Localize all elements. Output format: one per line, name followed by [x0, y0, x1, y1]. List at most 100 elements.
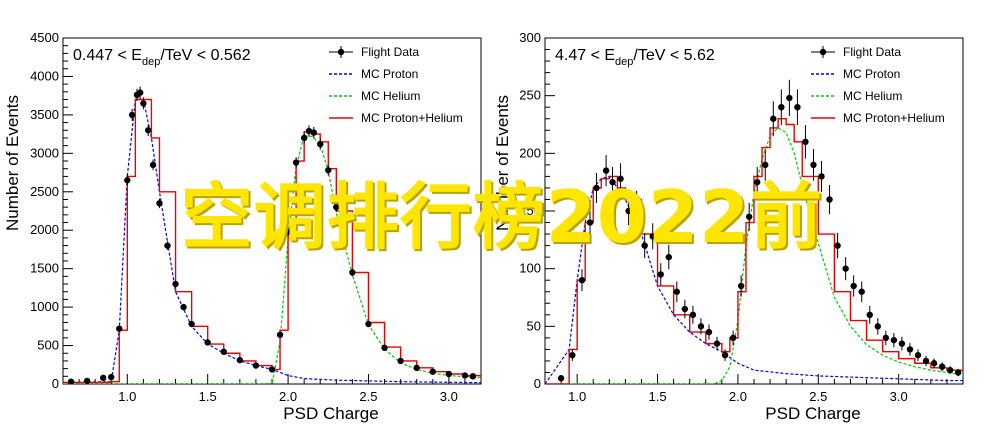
series-flight-data: [557, 79, 962, 382]
data-point: [172, 280, 179, 288]
series-mc-helium: [545, 127, 963, 384]
data-point: [754, 178, 761, 186]
data-point: [938, 363, 946, 370]
chart-title-part: /TeV < 0.562: [160, 47, 250, 64]
y-tick-label: 50: [527, 318, 541, 333]
x-tick-label: 1.5: [199, 389, 217, 404]
data-point: [310, 129, 317, 136]
plot-area: [63, 86, 481, 384]
chart-right: 1.0 1.5 2.0 2.5 3.0 0 50 100 150 200 250 300 PSD Cha…: [493, 30, 964, 423]
data-point: [681, 305, 689, 313]
y-tick-label: 2000: [30, 222, 59, 237]
data-point: [906, 346, 914, 353]
data-point: [284, 228, 292, 235]
data-point: [954, 369, 962, 376]
series-mc-proton: [545, 175, 963, 384]
chart-title-part: 4.47 < E: [555, 47, 615, 64]
data-point: [689, 311, 697, 318]
data-point: [381, 344, 388, 352]
y-tick-label: 250: [519, 88, 541, 103]
y-tick-label: 1000: [30, 299, 59, 314]
x-tick-label: 1.5: [648, 389, 666, 404]
data-point: [164, 242, 171, 249]
y-tick-label: 0: [52, 376, 59, 391]
legend-label: MC Helium: [361, 89, 420, 103]
series-flight-data: [67, 86, 477, 384]
data-point: [149, 161, 157, 169]
legend-entry-flight-data: Flight Data: [329, 45, 419, 59]
data-point: [858, 288, 865, 295]
data-point: [665, 253, 672, 261]
legend-entry-mc-proton: MC Proton: [329, 67, 418, 81]
y-tick-label: 3500: [30, 107, 59, 122]
x-axis-label: PSD Charge: [283, 404, 378, 423]
legend-entry-mc-helium: MC Helium: [811, 89, 902, 103]
legend-label: MC Proton: [843, 67, 900, 81]
data-point: [794, 104, 801, 111]
data-point: [128, 111, 136, 119]
data-point: [593, 184, 600, 192]
data-point: [826, 196, 833, 203]
y-tick-label: 200: [519, 145, 541, 160]
legend-label: MC Proton: [361, 67, 418, 81]
chart-left: 1.0 1.5 2.0 2.5 3.0 0 500 1000 1500 2000 2500 3000 3…: [3, 30, 482, 423]
chart-title: 4.47 < Edep/TeV < 5.62: [555, 47, 715, 68]
data-point: [204, 339, 211, 346]
legend-entry-mc-proton-helium: MC Proton+Helium: [811, 111, 945, 125]
data-point: [116, 325, 123, 332]
legend-label: MC Proton+Helium: [361, 111, 463, 125]
plot-area: [545, 79, 963, 384]
legend-entry-mc-proton: MC Proton: [811, 67, 900, 81]
legend-entry-mc-proton-helium: MC Proton+Helium: [329, 111, 463, 125]
data-point: [697, 323, 705, 330]
x-tick-label: 1.0: [118, 389, 136, 404]
data-point: [188, 320, 195, 328]
x-tick-label: 3.0: [890, 389, 908, 404]
data-point: [461, 372, 469, 379]
data-point: [762, 161, 769, 169]
y-axis-label: Number of Events: [493, 95, 512, 231]
y-axis-label: Number of Events: [3, 95, 22, 231]
data-point: [914, 351, 922, 359]
data-point: [586, 219, 594, 226]
series-mc-proton-helium: [545, 118, 963, 384]
data-point: [729, 334, 737, 342]
data-point: [778, 104, 785, 111]
chart-title-subscript: dep: [142, 56, 160, 68]
data-point: [770, 115, 777, 122]
data-point: [721, 351, 729, 359]
y-tick-label: 4500: [30, 30, 59, 45]
data-point: [557, 375, 565, 382]
legend-marker-dot: [337, 48, 345, 56]
legend-label: MC Proton+Helium: [843, 111, 945, 125]
data-point: [922, 357, 930, 365]
data-point: [305, 127, 313, 135]
data-point: [641, 242, 648, 249]
y-tick-label: 2500: [30, 184, 59, 199]
data-point: [397, 357, 404, 365]
chart-title: 0.447 < Edep/TeV < 0.562: [73, 47, 251, 68]
data-point: [649, 233, 656, 240]
legend-label: Flight Data: [361, 45, 419, 59]
y-tick-label: 100: [519, 261, 541, 276]
y-tick-label: 1500: [30, 261, 59, 276]
data-point: [786, 94, 793, 102]
y-tick-label: 150: [519, 203, 541, 218]
data-point: [108, 373, 115, 381]
data-point: [317, 140, 324, 148]
data-point: [802, 138, 809, 145]
data-point: [810, 161, 817, 169]
data-point: [276, 331, 284, 338]
data-point: [292, 159, 300, 166]
data-point: [842, 265, 849, 272]
data-point: [341, 234, 348, 242]
data-point: [617, 175, 624, 182]
data-point: [300, 134, 308, 142]
data-point: [349, 269, 356, 276]
data-point: [569, 351, 576, 359]
data-point: [124, 177, 131, 184]
data-point: [930, 360, 938, 367]
data-point: [602, 167, 610, 174]
chart-title-subscript: dep: [615, 56, 633, 68]
